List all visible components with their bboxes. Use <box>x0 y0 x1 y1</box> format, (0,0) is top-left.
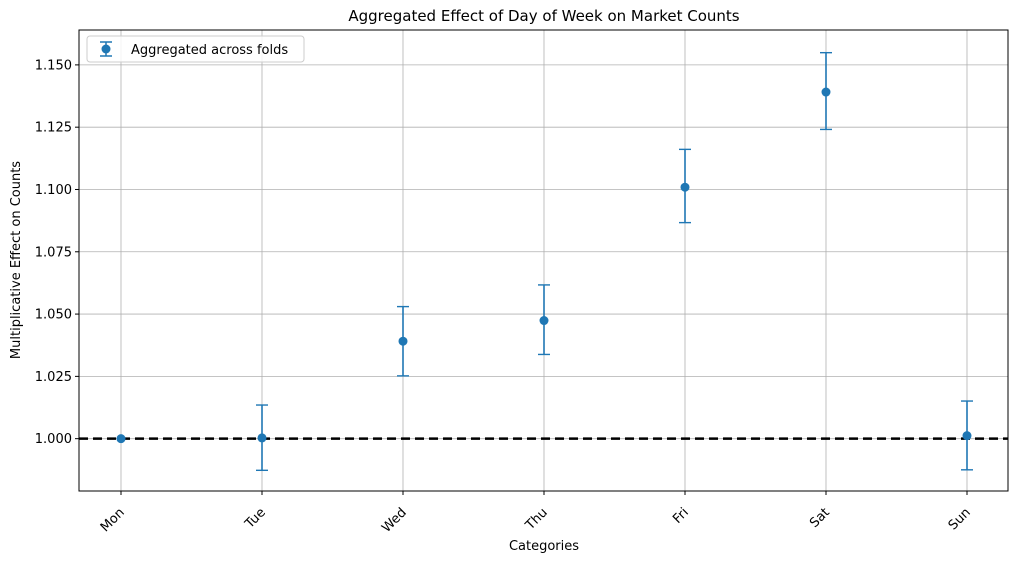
x-tick-label-sat: Sat <box>807 505 833 531</box>
chart-title: Aggregated Effect of Day of Week on Mark… <box>348 7 739 25</box>
error-bar-fri <box>679 148 691 224</box>
grid-layer <box>79 30 1008 491</box>
data-point-fri <box>680 182 690 192</box>
plot-frame <box>78 29 1009 492</box>
error-bar-sun <box>961 400 973 471</box>
y-axis-label: Multiplicative Effect on Counts <box>9 161 24 359</box>
axis-layer: 1.000 1.025 1.050 1.075 1.100 1.125 1.150 Mon Tu… <box>35 58 974 535</box>
error-bar-wed <box>397 305 409 377</box>
legend-label: Aggregated across folds <box>131 43 288 58</box>
x-tick-label-sun: Sun <box>946 505 974 533</box>
data-point-wed <box>398 336 408 346</box>
y-tick-label: 1.150 <box>35 58 72 73</box>
error-bar-sat <box>820 51 832 131</box>
legend-marker <box>100 41 112 57</box>
data-point-tue <box>257 433 267 443</box>
data-point-thu <box>539 316 549 326</box>
data-point-sat <box>821 87 831 97</box>
y-tick-label: 1.000 <box>35 432 72 447</box>
data-point-sun <box>962 431 972 441</box>
y-tick-label: 1.125 <box>35 121 72 136</box>
y-tick-label: 1.100 <box>35 183 72 198</box>
error-bar-tue <box>256 404 268 472</box>
x-tick-label-fri: Fri <box>670 505 692 527</box>
error-bar-thu <box>538 284 550 356</box>
y-tick-label: 1.025 <box>35 370 72 385</box>
legend: Aggregated across folds <box>86 35 305 63</box>
x-tick-label-tue: Tue <box>242 505 269 532</box>
legend-frame <box>86 35 305 63</box>
x-tick-label-mon: Mon <box>98 505 128 535</box>
y-tick-label: 1.050 <box>35 308 72 323</box>
data-layer <box>116 51 973 472</box>
x-axis-label: Categories <box>509 539 579 554</box>
x-tick-label-thu: Thu <box>522 505 551 534</box>
x-tick-label-wed: Wed <box>379 505 410 536</box>
data-point-mon <box>116 434 126 444</box>
error-bar-mon <box>116 434 126 444</box>
y-tick-label: 1.075 <box>35 245 72 260</box>
